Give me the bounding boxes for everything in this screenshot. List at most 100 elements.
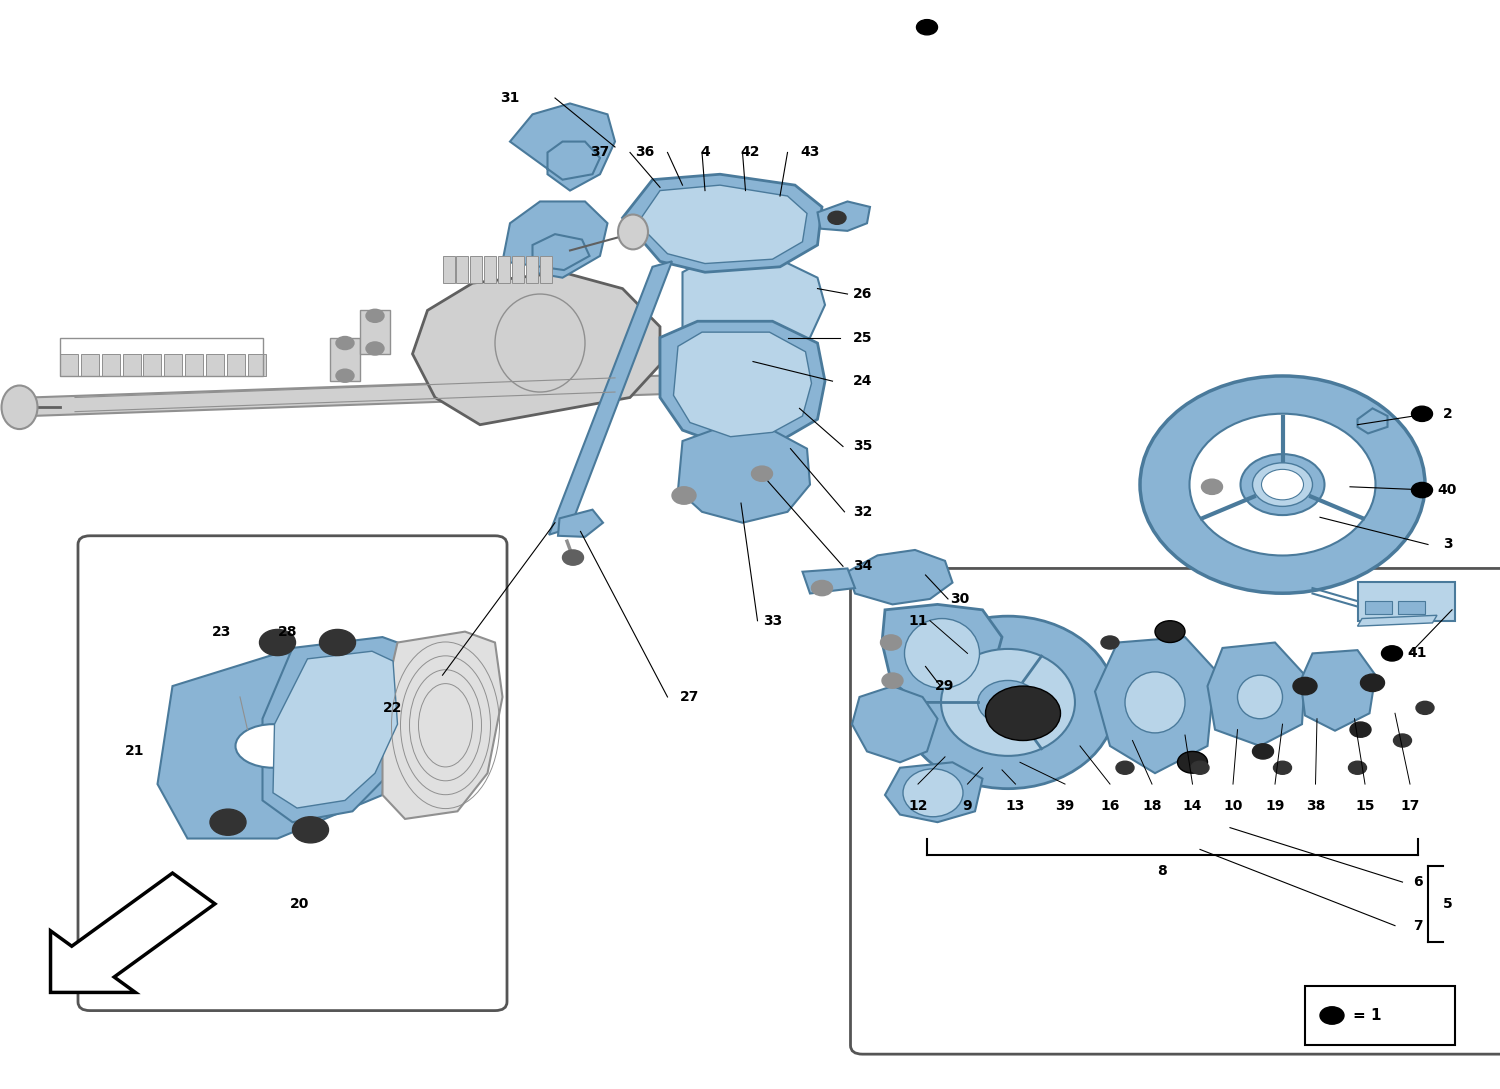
Text: 3: 3	[1443, 538, 1452, 551]
Circle shape	[260, 629, 296, 656]
Text: 13: 13	[1007, 799, 1025, 812]
Polygon shape	[549, 261, 672, 535]
Circle shape	[1293, 677, 1317, 695]
Polygon shape	[622, 174, 822, 272]
Ellipse shape	[904, 619, 980, 688]
Polygon shape	[51, 873, 214, 992]
Circle shape	[562, 550, 584, 565]
Ellipse shape	[1155, 621, 1185, 643]
Text: 35: 35	[853, 440, 871, 453]
Polygon shape	[60, 354, 78, 376]
Circle shape	[880, 635, 902, 650]
Text: 10: 10	[1224, 799, 1242, 812]
Bar	[1398, 601, 1425, 614]
Circle shape	[812, 580, 832, 596]
Text: 4: 4	[700, 146, 709, 159]
Polygon shape	[360, 310, 390, 354]
Text: 34: 34	[853, 560, 871, 573]
Polygon shape	[818, 201, 870, 231]
Text: 6: 6	[1413, 876, 1422, 889]
FancyBboxPatch shape	[850, 568, 1500, 1054]
Text: 43: 43	[801, 146, 819, 159]
Polygon shape	[164, 354, 182, 376]
Text: 33: 33	[764, 614, 782, 627]
Polygon shape	[1185, 474, 1237, 503]
Polygon shape	[484, 256, 496, 283]
Polygon shape	[674, 332, 812, 437]
Polygon shape	[682, 256, 825, 354]
Text: 5: 5	[1443, 897, 1452, 910]
Text: 31: 31	[501, 91, 519, 105]
Text: 26: 26	[853, 287, 871, 301]
Circle shape	[1320, 1006, 1344, 1024]
Polygon shape	[885, 762, 983, 822]
Text: 8: 8	[1158, 865, 1167, 878]
Circle shape	[882, 673, 903, 688]
Ellipse shape	[1190, 414, 1376, 555]
Text: 29: 29	[936, 680, 954, 693]
Circle shape	[1412, 482, 1432, 498]
Circle shape	[336, 369, 354, 382]
Polygon shape	[262, 637, 417, 822]
Circle shape	[1101, 636, 1119, 649]
Polygon shape	[1300, 650, 1376, 731]
Ellipse shape	[1178, 751, 1208, 773]
Text: 23: 23	[213, 625, 231, 638]
Circle shape	[366, 342, 384, 355]
Text: 2: 2	[1443, 407, 1452, 420]
Polygon shape	[558, 510, 603, 537]
Text: 18: 18	[1143, 799, 1161, 812]
Text: 24: 24	[852, 375, 871, 388]
FancyBboxPatch shape	[78, 536, 507, 1011]
Text: 30: 30	[951, 592, 969, 605]
Text: 28: 28	[279, 625, 297, 638]
Polygon shape	[660, 321, 825, 446]
Circle shape	[1252, 744, 1274, 759]
Polygon shape	[540, 256, 552, 283]
Ellipse shape	[1240, 454, 1324, 515]
Ellipse shape	[1252, 463, 1312, 506]
Text: 38: 38	[1306, 799, 1324, 812]
Text: 41: 41	[1407, 647, 1428, 660]
Text: 9: 9	[963, 799, 972, 812]
Ellipse shape	[1140, 376, 1425, 594]
Text: 27: 27	[681, 690, 699, 703]
Circle shape	[1350, 722, 1371, 737]
Bar	[1305, 986, 1455, 1045]
Text: 16: 16	[1101, 799, 1119, 812]
Circle shape	[828, 211, 846, 224]
Polygon shape	[144, 354, 162, 376]
Circle shape	[210, 809, 246, 835]
Polygon shape	[102, 354, 120, 376]
Polygon shape	[847, 550, 952, 604]
Polygon shape	[158, 653, 390, 839]
Text: 32: 32	[853, 505, 871, 518]
Text: 7: 7	[1413, 919, 1422, 932]
Text: 17: 17	[1401, 799, 1419, 812]
Ellipse shape	[986, 686, 1060, 741]
Ellipse shape	[903, 769, 963, 817]
Circle shape	[366, 309, 384, 322]
Polygon shape	[273, 651, 398, 808]
Text: 22: 22	[384, 701, 402, 714]
Text: 40: 40	[1438, 484, 1456, 497]
Ellipse shape	[1125, 672, 1185, 733]
Circle shape	[1202, 479, 1222, 494]
Text: 25: 25	[852, 331, 871, 344]
Ellipse shape	[978, 681, 1038, 724]
Polygon shape	[413, 272, 660, 425]
Polygon shape	[510, 103, 615, 191]
Text: 37: 37	[591, 146, 609, 159]
Text: 39: 39	[1056, 799, 1074, 812]
Polygon shape	[330, 338, 360, 381]
Polygon shape	[1208, 643, 1305, 746]
Text: 15: 15	[1356, 799, 1374, 812]
Text: 21: 21	[124, 745, 144, 758]
Circle shape	[1360, 674, 1384, 692]
Circle shape	[336, 337, 354, 350]
Ellipse shape	[236, 724, 310, 768]
Circle shape	[1348, 761, 1366, 774]
Circle shape	[752, 466, 772, 481]
Polygon shape	[802, 568, 855, 594]
Circle shape	[1412, 406, 1432, 421]
